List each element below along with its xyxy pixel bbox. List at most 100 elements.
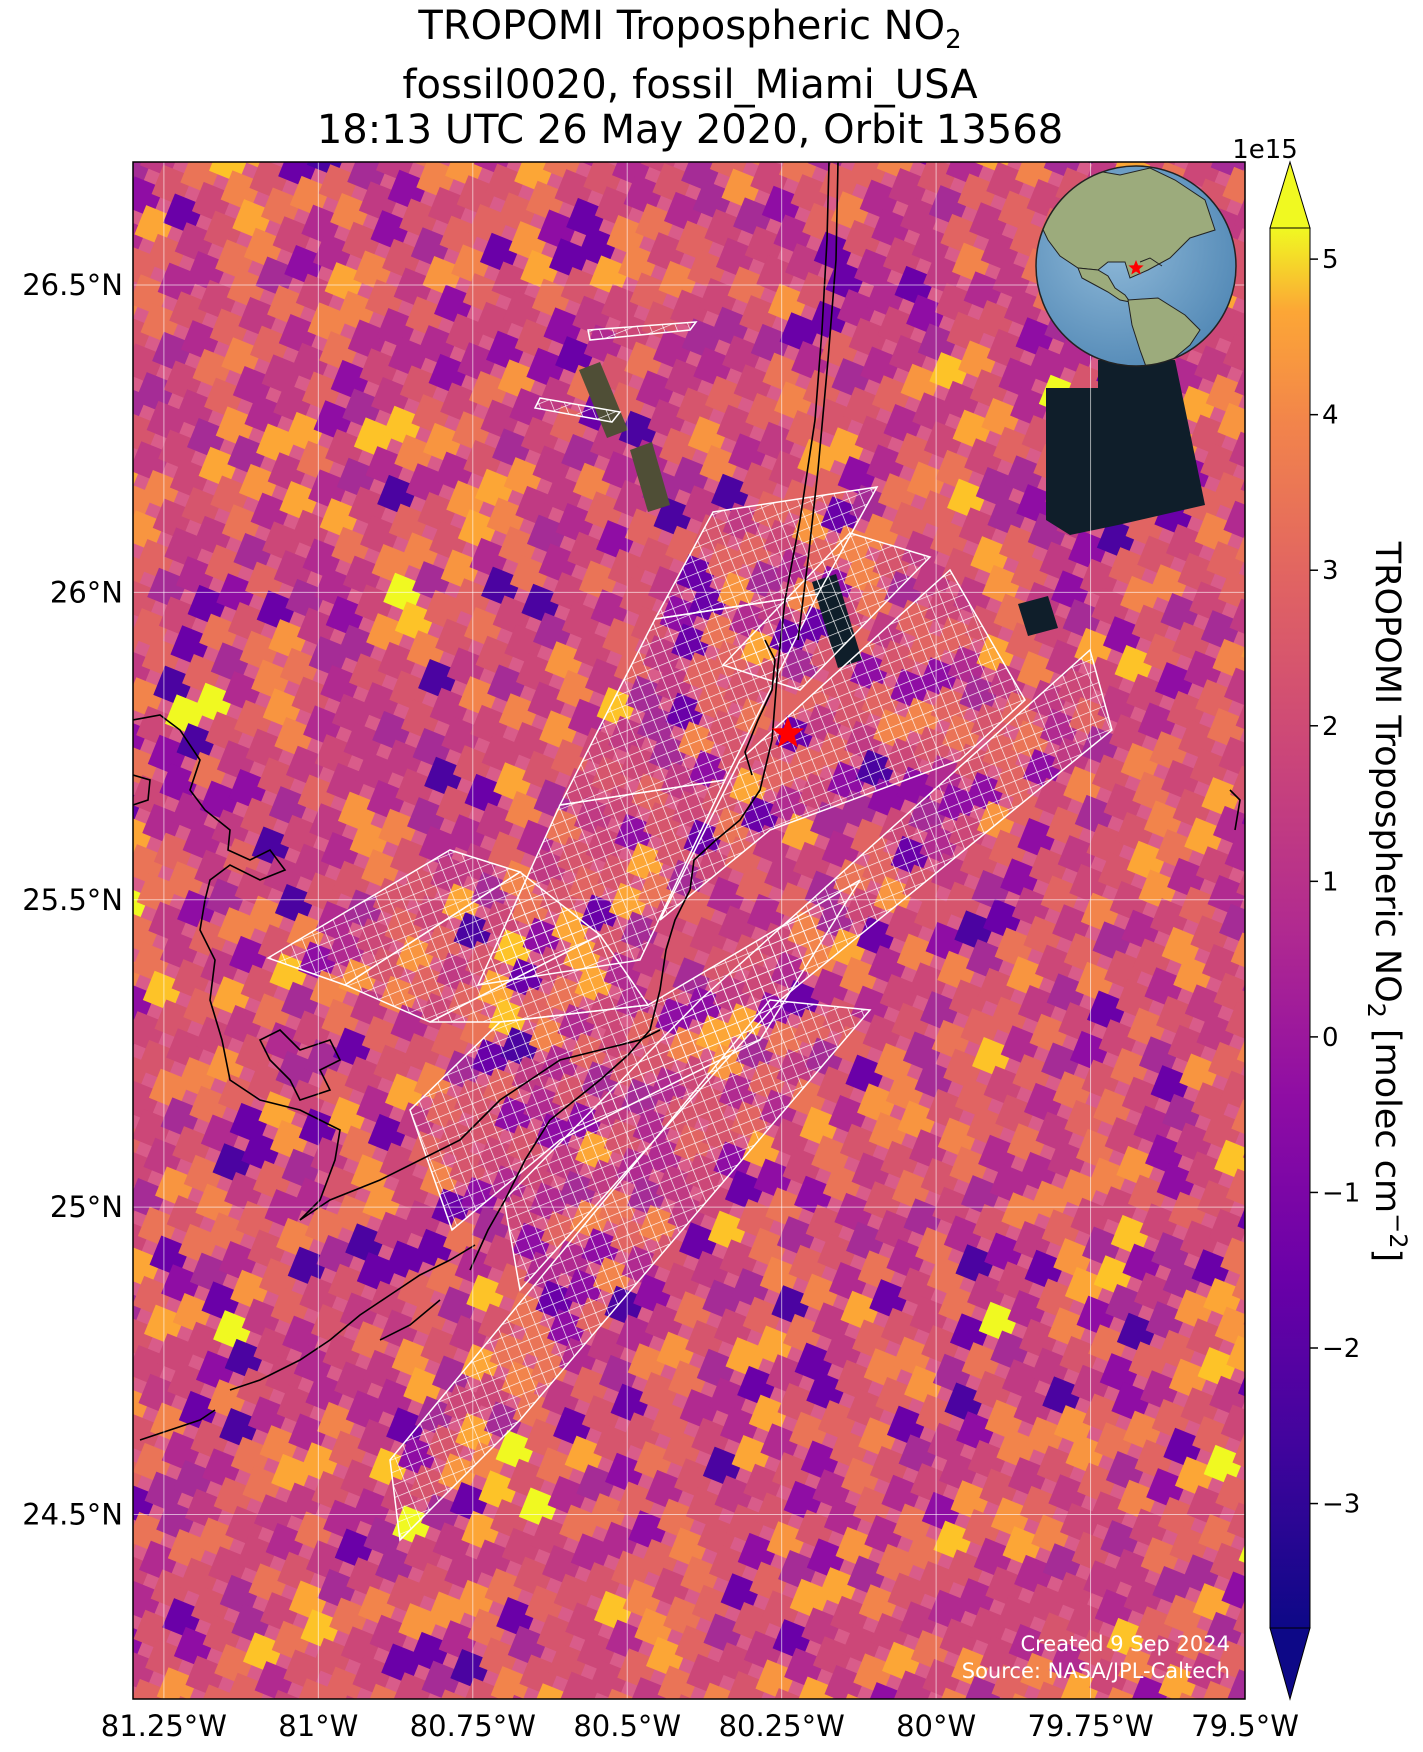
no2-pixel: [931, 1019, 973, 1061]
colorbar-tick-label: 0: [1322, 1023, 1339, 1053]
no2-pixel: [310, 1137, 352, 1179]
no2-pixel: [391, 1171, 433, 1213]
no2-pixel: [992, 259, 1034, 301]
no2-pixel: [990, 1497, 1032, 1539]
no2-pixel: [481, 566, 523, 608]
no2-pixel: [964, 438, 1006, 480]
no2-pixel: [670, 456, 712, 498]
no2-pixel: [133, 481, 154, 523]
lon-tick-label: 80.75°W: [410, 1709, 536, 1743]
no2-pixel: [893, 1670, 935, 1699]
no2-pixel: [217, 907, 259, 949]
no2-pixel: [133, 1120, 145, 1162]
west-islet: [133, 774, 151, 806]
no2-pixel: [576, 1631, 618, 1673]
no2-pixel: [321, 1165, 363, 1207]
no2-pixel: [1155, 829, 1197, 871]
no2-pixel: [133, 1258, 134, 1300]
coastlines: [133, 162, 1241, 1441]
no2-pixel: [578, 560, 620, 602]
no2-pixel: [296, 440, 338, 482]
no2-pixel: [133, 521, 137, 563]
no2-pixel: [319, 331, 361, 373]
no2-pixel: [474, 301, 516, 343]
no2-pixel: [449, 1315, 491, 1357]
no2-pixel: [1091, 587, 1133, 629]
no2-pixel: [542, 1545, 584, 1587]
no2-pixel: [634, 1608, 676, 1650]
no2-pixel: [240, 797, 282, 839]
no2-pixel: [1172, 788, 1214, 830]
no2-pixel: [661, 1262, 703, 1304]
no2-pixel: [753, 1158, 795, 1200]
no2-pixel: [151, 164, 193, 206]
no2-pixel: [736, 1198, 778, 1240]
credit-created: Created 9 Sep 2024: [1020, 1632, 1230, 1656]
no2-pixel: [673, 1291, 715, 1333]
no2-pixel: [1161, 759, 1203, 801]
no2-pixel: [281, 981, 323, 1023]
no2-pixel: [159, 930, 201, 972]
no2-pixel: [198, 446, 240, 488]
no2-pixel: [490, 1666, 532, 1699]
no2-pixel: [195, 1183, 237, 1225]
no2-pixel: [1058, 1169, 1100, 1211]
no2-pixel: [1012, 1054, 1054, 1096]
no2-pixel: [382, 238, 424, 280]
no2-pixel: [399, 365, 441, 407]
no2-pixel: [235, 1033, 277, 1075]
no2-pixel: [181, 487, 223, 529]
no2-pixel: [588, 1660, 630, 1699]
no2-pixel: [135, 372, 177, 414]
no2-pixel: [1156, 996, 1198, 1038]
no2-pixel: [463, 606, 505, 648]
no2-pixel: [951, 242, 994, 284]
no2-pixel: [1041, 1209, 1083, 1251]
no2-pixel: [276, 1384, 318, 1426]
no2-pixel: [178, 1390, 220, 1432]
no2-pixel: [1035, 1111, 1077, 1153]
no2-pixel: [1087, 1157, 1129, 1199]
target-mode-grids: [266, 321, 1113, 1542]
no2-pixel: [468, 370, 510, 412]
no2-pixel: [1019, 1318, 1061, 1360]
overlay-grid: [389, 999, 872, 1542]
no2-pixel: [721, 168, 763, 210]
no2-pixel: [332, 860, 374, 902]
no2-pixel: [133, 717, 149, 759]
no2-pixel: [480, 399, 522, 441]
no2-pixel: [1138, 1036, 1180, 1078]
no2-pixel: [331, 693, 373, 735]
no2-pixel: [292, 1010, 334, 1052]
no2-pixel: [167, 1362, 209, 1404]
no2-pixel: [538, 543, 580, 585]
no2-pixel: [400, 699, 442, 741]
no2-pixel: [1082, 1226, 1124, 1268]
no2-pixel: [273, 383, 315, 425]
no2-pixel: [1198, 1680, 1240, 1699]
no2-pixel: [373, 1211, 415, 1253]
no2-pixel: [744, 226, 786, 268]
no2-pixel: [265, 1522, 307, 1564]
no2-pixel: [430, 1021, 472, 1063]
no2-pixel: [191, 1586, 233, 1628]
no2-pixel: [933, 1520, 975, 1562]
no2-pixel: [238, 296, 280, 338]
no2-pixel: [133, 688, 137, 730]
no2-pixel: [204, 544, 246, 586]
no2-pixel: [1094, 1589, 1136, 1631]
no2-pixel: [82, 159, 123, 200]
no2-pixel: [490, 1499, 532, 1541]
no2-pixel: [565, 1602, 607, 1644]
no2-pixel: [346, 1557, 388, 1599]
no2-pixel: [392, 1672, 434, 1699]
no2-pixel: [966, 1106, 1008, 1148]
no2-pixel: [971, 870, 1013, 912]
no2-pixel: [264, 1189, 306, 1231]
no2-pixel: [133, 314, 153, 356]
no2-pixel: [848, 1722, 889, 1752]
no2-pixel: [432, 1522, 474, 1564]
lon-tick-label: 80°W: [896, 1709, 976, 1743]
no2-pixel: [882, 1641, 924, 1683]
no2-pixel: [927, 1589, 969, 1631]
